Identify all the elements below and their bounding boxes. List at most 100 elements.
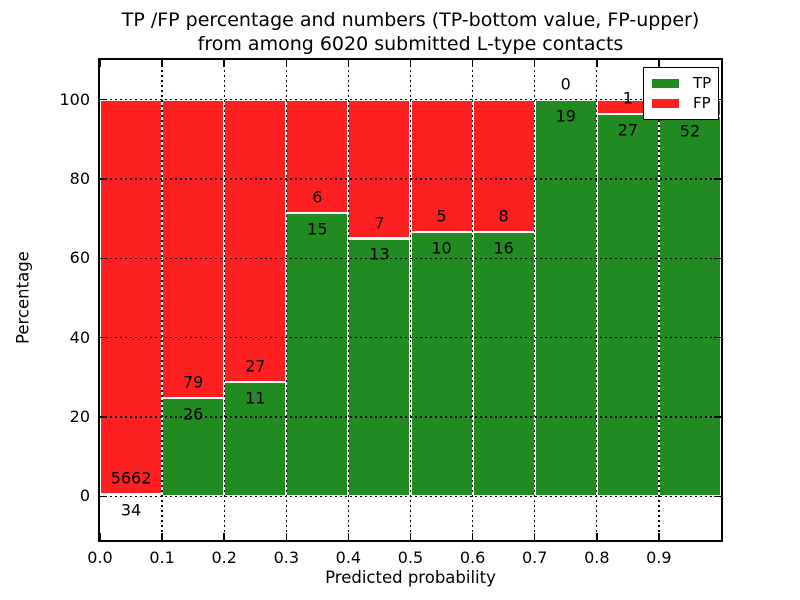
x-tick-mark xyxy=(471,60,474,67)
v-gridline xyxy=(658,60,660,540)
x-tick-mark xyxy=(99,533,101,540)
fp-count-label: 0 xyxy=(560,74,571,94)
y-tick-label: 20 xyxy=(69,407,90,427)
y-tick-mark xyxy=(714,178,721,180)
tp-count-label: 16 xyxy=(493,238,514,258)
bar-segment-fp xyxy=(348,99,411,239)
y-tick-mark xyxy=(714,416,721,418)
bar-labels-layer: 5662 34 79 26 27 11 6 15 7 13 5 10 8 16 0 19 1 27 52 xyxy=(100,60,721,540)
y-tick-label: 40 xyxy=(69,327,90,347)
x-tick-label: 0.2 xyxy=(211,548,237,567)
tp-count-label: 11 xyxy=(245,388,266,408)
y-tick-mark xyxy=(100,98,107,101)
tp-count-label: 52 xyxy=(679,121,701,141)
y-tick-mark xyxy=(100,495,107,498)
fp-count-label: 6 xyxy=(312,187,323,207)
x-tick-mark xyxy=(161,533,163,540)
x-tick-mark xyxy=(409,533,412,540)
v-gridline xyxy=(534,60,536,540)
y-tick-label: 0 xyxy=(79,486,90,506)
x-tick-label: 0.6 xyxy=(459,548,486,567)
grid-layer xyxy=(100,60,721,540)
y-tick-mark xyxy=(714,336,721,339)
v-gridline xyxy=(347,60,350,540)
fp-count-label: 79 xyxy=(182,372,204,392)
tp-count-label: 34 xyxy=(120,500,142,520)
x-axis-label: Predicted probability xyxy=(325,568,496,587)
y-tick-label: 80 xyxy=(69,169,90,188)
y-tick-label: 100 xyxy=(59,89,90,109)
bar-segment-tp xyxy=(596,113,659,497)
tp-count-label: 27 xyxy=(617,120,639,140)
chart-title-line-2: from among 6020 submitted L-type contact… xyxy=(197,33,624,55)
tp-count-label: 13 xyxy=(369,244,390,264)
bar-segment-tp xyxy=(348,238,411,497)
legend-item-tp: TP xyxy=(652,73,712,93)
y-tick-mark xyxy=(100,336,107,339)
tp-count-label: 15 xyxy=(307,219,328,239)
legend: TP FP xyxy=(643,67,719,120)
legend-item-fp: FP xyxy=(652,93,711,113)
x-tick-mark xyxy=(285,533,288,540)
fp-count-label: 8 xyxy=(498,206,509,226)
y-tick-label: 60 xyxy=(69,248,90,268)
bar-segment-tp xyxy=(286,213,349,497)
fp-count-label: 7 xyxy=(374,213,385,233)
x-tick-mark xyxy=(223,60,225,67)
x-tick-mark xyxy=(99,60,101,67)
x-tick-label: 0.0 xyxy=(87,548,113,567)
x-tick-mark xyxy=(658,533,660,540)
y-tick-mark xyxy=(100,257,107,260)
x-tick-mark xyxy=(658,60,660,67)
v-gridline xyxy=(161,60,163,540)
x-tick-label: 0.1 xyxy=(149,548,175,567)
y-tick-mark xyxy=(714,495,721,498)
v-gridline xyxy=(596,60,598,540)
x-tick-mark xyxy=(533,533,536,540)
tp-legend-swatch xyxy=(652,78,679,88)
x-tick-mark xyxy=(285,60,288,67)
tp-count-label: 19 xyxy=(555,106,576,126)
fp-legend-label: FP xyxy=(693,94,711,112)
x-tick-label: 0.7 xyxy=(521,548,548,567)
plot-area: 5662 34 79 26 27 11 6 15 7 13 5 10 8 16 0 19 1 27 52 TP FP xyxy=(98,58,723,542)
fp-count-label: 5 xyxy=(436,206,447,226)
fp-legend-swatch xyxy=(652,98,679,108)
x-tick-mark xyxy=(596,60,598,67)
y-tick-mark xyxy=(100,416,107,418)
x-tick-mark xyxy=(161,60,163,67)
v-gridline xyxy=(471,60,474,540)
fp-count-label: 5662 xyxy=(110,468,152,488)
ticks-layer xyxy=(99,60,721,540)
bar-segment-fp xyxy=(410,99,473,232)
bar-segment-fp xyxy=(286,99,349,214)
x-tick-label: 0.4 xyxy=(335,548,362,567)
x-tick-mark xyxy=(533,60,536,67)
v-gridline xyxy=(409,60,412,540)
tp-legend-label: TP xyxy=(693,74,712,92)
x-tick-mark xyxy=(347,533,350,540)
y-tick-mark xyxy=(714,257,721,260)
x-tick-mark xyxy=(409,60,412,67)
fp-count-label: 1 xyxy=(622,88,633,108)
chart-title: TP /FP percentage and numbers (TP-bottom… xyxy=(98,8,723,56)
v-gridline xyxy=(285,60,287,540)
x-tick-label: 0.5 xyxy=(397,548,424,567)
x-tick-mark xyxy=(471,533,474,540)
y-tick-mark xyxy=(100,178,107,180)
tp-count-label: 26 xyxy=(182,404,204,424)
bar-segment-tp xyxy=(534,99,597,497)
x-tick-label: 0.3 xyxy=(273,548,300,567)
x-tick-label: 0.8 xyxy=(584,548,610,567)
x-tick-mark xyxy=(347,60,350,67)
x-tick-label: 0.9 xyxy=(646,548,672,567)
y-axis-label: Percentage xyxy=(13,251,33,345)
tp-count-label: 10 xyxy=(431,238,452,258)
fp-count-label: 27 xyxy=(245,356,266,376)
x-tick-mark xyxy=(223,533,225,540)
bar-segment-fp xyxy=(472,99,535,232)
chart-title-line-1: TP /FP percentage and numbers (TP-bottom… xyxy=(121,9,700,31)
x-tick-mark xyxy=(596,533,598,540)
v-gridline xyxy=(223,60,225,540)
